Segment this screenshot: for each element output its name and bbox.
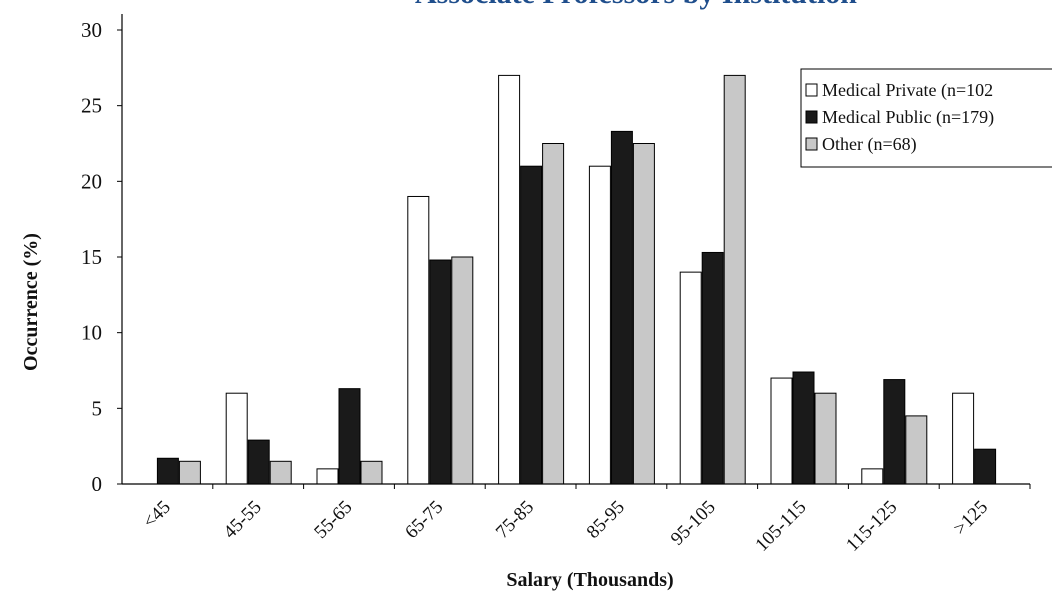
chart-title-group: Associate Professors by Institution [415, 0, 857, 10]
bar [451, 256, 474, 485]
legend-entry-label: Other (n=68) [822, 134, 917, 155]
bar [429, 259, 452, 485]
bar [723, 74, 746, 485]
bar [269, 460, 292, 485]
y-tick-label: 20 [81, 169, 102, 193]
x-tick-label: 115-125 [842, 497, 901, 556]
x-tick-label: <45 [139, 497, 175, 533]
legend-entry-label: Medical Public (n=179) [822, 107, 994, 128]
bar [610, 130, 633, 485]
bar [498, 74, 521, 485]
y-tick-label: 10 [81, 321, 102, 345]
y-tick-label: 25 [81, 94, 102, 118]
bar [770, 377, 793, 485]
bar [178, 460, 201, 485]
x-axis-label: Salary (Thousands) [506, 569, 673, 591]
bar [883, 379, 906, 485]
bar [905, 415, 928, 485]
legend: Medical Private (n=102 Medical Public (n=… [800, 68, 1052, 168]
bar [679, 271, 702, 485]
bar [632, 143, 655, 485]
x-tick-label: 65-75 [401, 497, 447, 543]
y-ticks-group: 0 5 10 15 20 25 30 [81, 18, 122, 496]
y-tick-label: 0 [92, 472, 103, 496]
y-axis-label: Occurrence (%) [20, 233, 42, 371]
bar [247, 439, 270, 485]
bar [701, 251, 724, 485]
y-tick-label: 15 [81, 245, 102, 269]
bar [588, 165, 611, 485]
y-tick-label: 5 [92, 396, 103, 420]
bar [520, 165, 543, 485]
bar [861, 468, 884, 485]
legend-entry-label: Medical Private (n=102 [822, 80, 993, 101]
bar [360, 460, 383, 485]
x-tick-label: 105-115 [751, 497, 810, 556]
legend-box [800, 68, 1052, 168]
x-tick-label: 85-95 [583, 497, 629, 543]
legend-swatch [805, 137, 818, 151]
bar [407, 195, 430, 485]
x-tick-label: 95-105 [667, 497, 720, 550]
bar [338, 388, 361, 485]
x-tick-label: 75-85 [492, 497, 538, 543]
bar [156, 457, 179, 485]
bar [952, 392, 975, 485]
legend-swatch [805, 83, 818, 97]
x-tick-label: 45-55 [220, 497, 266, 543]
x-ticks-group: <45 45-55 55-65 65-75 75-85 85-95 95-105 105-11… [139, 484, 1031, 556]
x-tick-label: 55-65 [310, 497, 356, 543]
bar [316, 468, 339, 485]
bar [792, 371, 815, 485]
bar [225, 392, 248, 485]
chart-title: Associate Professors by Institution [415, 0, 857, 10]
y-tick-label: 30 [81, 18, 102, 42]
bar [542, 143, 565, 485]
bar [974, 448, 997, 485]
bar [814, 392, 837, 485]
x-tick-label: >125 [950, 497, 993, 540]
legend-swatch [805, 110, 818, 124]
